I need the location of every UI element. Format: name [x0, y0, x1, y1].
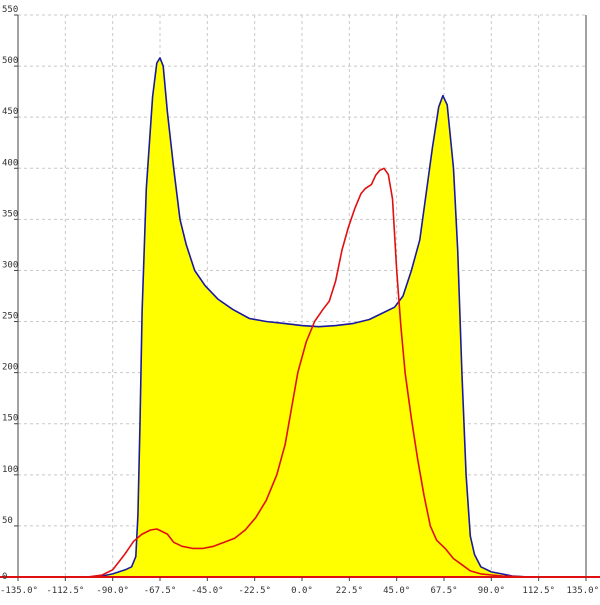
- x-tick-label: -90.0°: [96, 586, 129, 596]
- x-tick-label: 135.0°: [566, 586, 599, 596]
- x-tick-label: -67.5°: [144, 586, 177, 596]
- x-tick-label: 0.0°: [291, 586, 313, 596]
- x-tick-label: 67.5°: [430, 586, 457, 596]
- y-tick-label: 550: [2, 5, 18, 15]
- y-tick-label: 350: [2, 209, 18, 219]
- axes: [0, 14, 600, 581]
- series-0-area: [87, 57, 530, 577]
- x-tick-label: -22.5°: [238, 586, 271, 596]
- x-tick-label: 112.5°: [522, 586, 555, 596]
- tick-labels: 0 50 100 150 200 250 300 350 400 450 500 550 -135.0°…: [0, 5, 599, 596]
- x-tick-label: 45.0°: [383, 586, 410, 596]
- line-layer: [87, 57, 530, 578]
- y-tick-label: 300: [2, 260, 18, 270]
- y-tick-label: 400: [2, 158, 18, 168]
- y-tick-label: 100: [2, 465, 18, 475]
- x-tick-label: -45.0°: [191, 586, 224, 596]
- y-tick-label: 150: [2, 414, 18, 424]
- x-tick-label: 90.0°: [478, 586, 505, 596]
- x-tick-label: 22.5°: [336, 586, 363, 596]
- x-tick-label: -112.5°: [46, 586, 84, 596]
- y-tick-label: 50: [2, 516, 13, 526]
- y-tick-label: 250: [2, 312, 18, 322]
- y-tick-label: 0: [2, 572, 7, 582]
- x-tick-label: -135.0°: [0, 586, 38, 596]
- y-tick-label: 450: [2, 107, 18, 117]
- series-0-line: [87, 57, 530, 578]
- series-1-line: [87, 167, 530, 578]
- area-layer: [87, 57, 530, 577]
- y-tick-label: 200: [2, 363, 18, 373]
- y-tick-label: 500: [2, 56, 18, 66]
